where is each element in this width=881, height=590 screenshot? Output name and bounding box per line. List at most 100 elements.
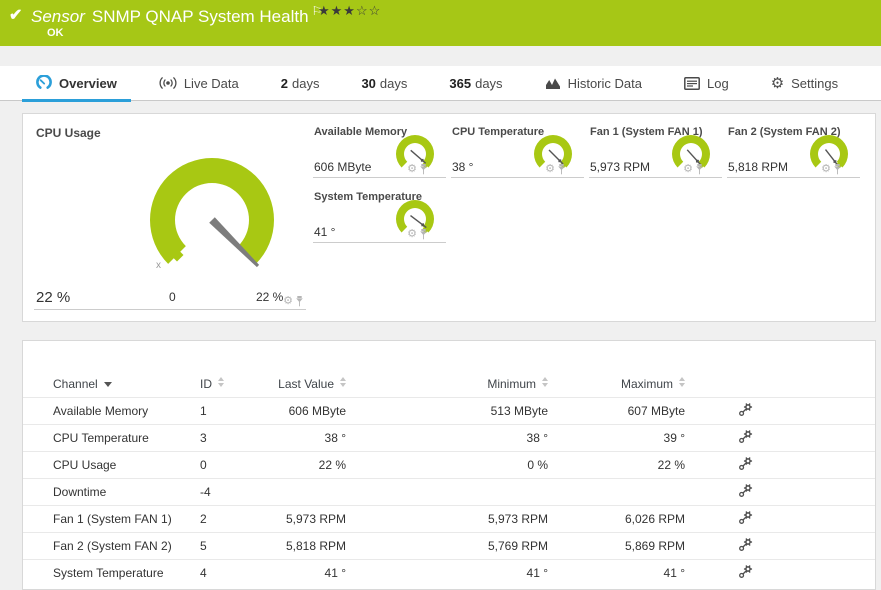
last-value: 5,973 RPM — [285, 512, 346, 526]
sensor-title-line: Sensor SNMP QNAP System Health ⚐ — [31, 4, 322, 27]
sort-icon — [218, 377, 224, 387]
maximum-value: 5,869 RPM — [624, 539, 685, 553]
table-row: Downtime -4 — [23, 478, 875, 505]
channel-gear-icon[interactable]: ⚙ — [545, 163, 555, 175]
tab-label: days — [379, 75, 408, 91]
gauge-title: Fan 2 (System FAN 2) — [728, 126, 841, 138]
tab-365-days[interactable]: 365 days — [435, 66, 516, 101]
channel-id: 2 — [200, 512, 207, 526]
tab-30-days[interactable]: 30 days — [347, 66, 421, 101]
column-header-last-value[interactable]: Last Value — [246, 377, 346, 391]
channel-name[interactable]: CPU Usage — [53, 458, 117, 472]
last-value: 38 ° — [324, 431, 346, 445]
table-row: System Temperature 4 41 ° 41 ° 41 ° — [23, 559, 875, 586]
channel-settings-icon[interactable] — [735, 537, 755, 555]
tab-live-data[interactable]: Live Data — [145, 66, 253, 101]
gauge-system-temperature: System Temperature 41 ° ⚙ — [313, 187, 446, 243]
table-row: Fan 2 (System FAN 2) 5 5,818 RPM 5,769 R… — [23, 532, 875, 559]
channel-settings-icon[interactable] — [735, 483, 755, 501]
gauge-fan-1: Fan 1 (System FAN 1) 5,973 RPM ⚙ — [589, 122, 722, 178]
last-value: 22 % — [318, 458, 346, 472]
pin-icon[interactable] — [695, 164, 704, 175]
channel-name[interactable]: Available Memory — [53, 404, 149, 418]
gauge-fan-2: Fan 2 (System FAN 2) 5,818 RPM ⚙ — [727, 122, 860, 178]
pin-icon[interactable] — [295, 296, 304, 307]
minimum-value: 513 MByte — [490, 404, 548, 418]
tab-label: Log — [706, 75, 729, 91]
column-header-maximum[interactable]: Maximum — [565, 377, 685, 391]
channel-settings-icon[interactable] — [735, 456, 755, 474]
maximum-value: 607 MByte — [627, 404, 685, 418]
channel-gear-icon[interactable]: ⚙ — [407, 228, 417, 240]
channel-settings-icon[interactable] — [735, 429, 755, 447]
table-header: Channel ID Last Value Minimum Maximum — [23, 371, 875, 397]
gauge-value: 22 % — [36, 289, 71, 306]
maximum-value: 41 ° — [663, 566, 685, 580]
gauge-value: 5,973 RPM — [590, 160, 651, 174]
channel-gear-icon[interactable]: ⚙ — [821, 163, 831, 175]
channel-id: 3 — [200, 431, 207, 445]
flag-icon[interactable]: ⚐ — [311, 4, 323, 18]
channel-gear-icon[interactable]: ⚙ — [407, 163, 417, 175]
channel-id: 0 — [200, 458, 207, 472]
gauges-panel: CPU Usage x 22 % 0 22 % ⚙ Available Memo… — [22, 113, 876, 322]
channel-settings-icon[interactable] — [735, 402, 755, 420]
tab-bar: Overview Live Data 2 days 30 days 365 da… — [0, 66, 881, 102]
cpu-usage-gauge — [150, 157, 274, 268]
pin-icon[interactable] — [419, 229, 428, 240]
channel-settings-icon[interactable] — [735, 564, 755, 582]
column-header-minimum[interactable]: Minimum — [428, 377, 548, 391]
tab-2-days[interactable]: 2 days — [267, 66, 334, 101]
channel-name[interactable]: CPU Temperature — [53, 431, 149, 445]
channel-gear-icon[interactable]: ⚙ — [683, 163, 693, 175]
broadcast-icon — [159, 76, 177, 90]
gauge-title: System Temperature — [314, 191, 423, 203]
priority-stars[interactable]: ★★★☆☆ — [318, 3, 381, 19]
tab-label: Historic Data — [567, 75, 642, 91]
pin-icon[interactable] — [833, 164, 842, 175]
minimum-value: 5,973 RPM — [487, 512, 548, 526]
channel-name[interactable]: Fan 1 (System FAN 1) — [53, 512, 172, 526]
gauge-value: 606 MByte — [314, 160, 372, 174]
stars-empty: ☆☆ — [355, 3, 382, 18]
tab-label: Live Data — [183, 75, 239, 91]
gauge-axis-marker: x — [156, 260, 161, 271]
channel-id: 1 — [200, 404, 207, 418]
channel-name[interactable]: System Temperature — [53, 566, 164, 580]
channel-name[interactable]: Fan 2 (System FAN 2) — [53, 539, 172, 553]
last-value: 5,818 RPM — [285, 539, 346, 553]
column-header-id[interactable]: ID — [200, 377, 245, 391]
sensor-header: ✔ Sensor SNMP QNAP System Health ⚐ ★★★☆☆ O… — [0, 0, 881, 46]
pin-icon[interactable] — [419, 164, 428, 175]
channel-name[interactable]: Downtime — [53, 485, 107, 499]
channel-gear-icon[interactable]: ⚙ — [283, 295, 293, 307]
gauge-scale-min: 0 — [169, 290, 176, 304]
gauge-value: 5,818 RPM — [728, 160, 789, 174]
column-header-channel[interactable]: Channel — [53, 377, 203, 391]
gear-icon: ⚙ — [770, 74, 785, 92]
gauge-value: 38 ° — [452, 160, 474, 174]
gauge-cpu-usage: CPU Usage x 22 % 0 22 % ⚙ — [34, 122, 306, 310]
sort-icon — [679, 377, 685, 387]
last-value: 41 ° — [324, 566, 346, 580]
tab-number: 365 — [449, 75, 472, 91]
pin-icon[interactable] — [557, 164, 566, 175]
tab-label: Overview — [59, 75, 117, 91]
gauge-title: CPU Temperature — [452, 126, 545, 138]
channel-id: -4 — [200, 485, 211, 499]
table-row: Available Memory 1 606 MByte 513 MByte 6… — [23, 397, 875, 424]
gauge-title: Fan 1 (System FAN 1) — [590, 126, 703, 138]
sort-desc-icon — [103, 382, 112, 387]
tab-historic-data[interactable]: Historic Data — [531, 66, 656, 101]
channel-id: 4 — [200, 566, 207, 580]
tab-log[interactable]: Log — [670, 66, 743, 101]
tab-overview[interactable]: Overview — [22, 66, 131, 102]
sensor-kind-label: Sensor — [31, 7, 85, 26]
gauge-value: 41 ° — [314, 225, 336, 239]
tab-settings[interactable]: ⚙ Settings — [757, 66, 852, 101]
status-badge: OK — [47, 27, 64, 39]
maximum-value: 39 ° — [663, 431, 685, 445]
minimum-value: 0 % — [527, 458, 548, 472]
gauge-title: CPU Usage — [36, 126, 101, 140]
channel-settings-icon[interactable] — [735, 510, 755, 528]
